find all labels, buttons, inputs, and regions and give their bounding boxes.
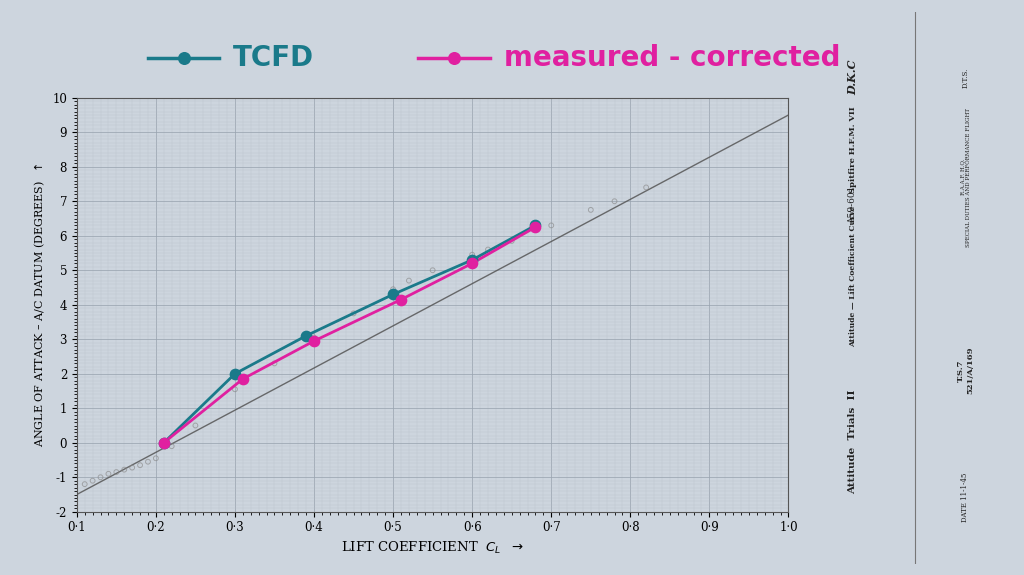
Point bbox=[527, 221, 544, 230]
Point bbox=[175, 53, 191, 63]
Point bbox=[266, 359, 283, 368]
Point bbox=[445, 53, 462, 63]
Point bbox=[77, 480, 93, 489]
Text: D.T.S.: D.T.S. bbox=[962, 67, 970, 88]
Point bbox=[464, 255, 480, 264]
Point bbox=[638, 183, 654, 192]
Point bbox=[124, 463, 140, 472]
Point bbox=[306, 333, 323, 342]
Point bbox=[226, 385, 243, 394]
Point bbox=[480, 245, 497, 254]
Point bbox=[298, 331, 314, 340]
X-axis label: LIFT COEFFICIENT  $C_L$  $\rightarrow$: LIFT COEFFICIENT $C_L$ $\rightarrow$ bbox=[341, 540, 524, 556]
Text: measured - corrected: measured - corrected bbox=[504, 44, 841, 72]
Point bbox=[345, 309, 361, 318]
Point bbox=[234, 374, 251, 384]
Point bbox=[187, 421, 204, 430]
Point bbox=[164, 442, 180, 451]
Point bbox=[156, 438, 172, 447]
Text: Attitude — Lift Coefficient Curve: Attitude — Lift Coefficient Curve bbox=[849, 206, 857, 347]
Point bbox=[583, 205, 599, 214]
Text: R.A.A.F. H.Q.
SPECIAL DUTIES AND PERFORMANCE FLIGHT: R.A.A.F. H.Q. SPECIAL DUTIES AND PERFORM… bbox=[959, 108, 971, 247]
Point bbox=[306, 336, 323, 346]
Point bbox=[132, 461, 148, 470]
Point bbox=[543, 221, 559, 230]
Point bbox=[385, 290, 401, 299]
Point bbox=[116, 465, 132, 474]
Y-axis label: ANGLE OF ATTACK – A/C DATUM (DEGREES)  $\uparrow$: ANGLE OF ATTACK – A/C DATUM (DEGREES) $\… bbox=[32, 163, 47, 447]
Text: Spitfire H.F.M. VII: Spitfire H.F.M. VII bbox=[849, 106, 857, 193]
Point bbox=[156, 438, 172, 447]
Text: A59-601: A59-601 bbox=[849, 186, 857, 224]
Text: Attitude  Trials  II: Attitude Trials II bbox=[849, 390, 857, 494]
Point bbox=[504, 236, 520, 246]
Point bbox=[226, 369, 243, 378]
Point bbox=[527, 223, 544, 232]
Point bbox=[92, 473, 109, 482]
Text: D.K.C: D.K.C bbox=[848, 60, 858, 95]
Text: DATE 11-1-45: DATE 11-1-45 bbox=[962, 473, 970, 522]
Point bbox=[464, 259, 480, 268]
Point bbox=[109, 467, 125, 477]
Point bbox=[400, 276, 417, 285]
Point bbox=[606, 197, 623, 206]
Point bbox=[464, 250, 480, 259]
Point bbox=[139, 457, 157, 466]
Text: TCFD: TCFD bbox=[233, 44, 314, 72]
Text: T.S.7
521/A/169: T.S.7 521/A/169 bbox=[956, 347, 974, 394]
Point bbox=[425, 266, 441, 275]
Point bbox=[393, 295, 410, 304]
Point bbox=[84, 476, 100, 485]
Point bbox=[147, 454, 164, 463]
Point bbox=[385, 285, 401, 294]
Point bbox=[100, 469, 117, 478]
